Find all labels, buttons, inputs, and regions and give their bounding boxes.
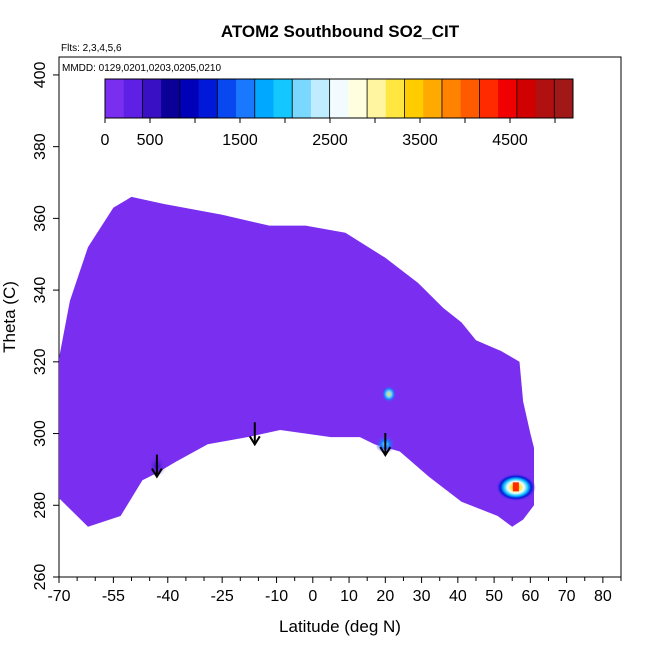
y-tick-label: 260 (32, 564, 49, 591)
marker-arrow-2 (248, 422, 261, 447)
colorbar-swatch (367, 79, 387, 118)
chart-title: ATOM2 Southbound SO2_CIT (221, 22, 460, 41)
colorbar-swatch (292, 79, 312, 118)
hotspot-3 (381, 386, 396, 403)
colorbar-swatch (441, 79, 462, 118)
colorbar-tick-label: 1500 (222, 132, 258, 149)
x-tick-label: 50 (485, 588, 503, 605)
dates-note: MMDD: 0129,0201,0203,0205,0210 (62, 63, 221, 74)
y-tick-label: 360 (32, 205, 49, 232)
x-tick-label: 30 (413, 588, 431, 605)
y-tick-label: 320 (32, 348, 49, 375)
colorbar-swatch (161, 79, 181, 118)
x-tick-label: -55 (102, 588, 125, 605)
x-tick-label: -70 (47, 588, 70, 605)
x-tick-label: -10 (265, 588, 288, 605)
colorbar-swatch (198, 79, 218, 118)
x-tick-label: 0 (308, 588, 317, 605)
colorbar-swatch (479, 79, 499, 118)
plot-frame (58, 56, 622, 578)
y-axis: 260 280 300 320 340 360 380 400 (32, 61, 59, 590)
colorbar-swatch (460, 79, 480, 118)
colorbar-swatch (179, 79, 200, 118)
data-domain (59, 196, 534, 527)
colorbar-tick-label: 3500 (402, 132, 438, 149)
colorbar-swatch (310, 79, 331, 118)
heatmap-layer (59, 196, 536, 527)
y-tick-label: 380 (32, 133, 49, 160)
x-axis-label: Latitude (deg N) (279, 617, 401, 636)
y-tick-label: 400 (32, 61, 49, 88)
x-axis: -70 -55 -40 -25 -10 0 10 20 30 40 50 60 70 80 (47, 577, 622, 605)
colorbar-tick-label: 0 (101, 132, 110, 149)
colorbar-swatch (423, 79, 443, 118)
colorbar-tick-label: 500 (137, 132, 164, 149)
flights-note: Flts: 2,3,4,5,6 (61, 43, 122, 54)
colorbar-swatch (516, 79, 537, 118)
colorbar-swatch (329, 79, 349, 118)
y-tick-label: 280 (32, 492, 49, 519)
y-tick-label: 340 (32, 277, 49, 304)
x-tick-label: 10 (340, 588, 358, 605)
x-tick-label: 40 (449, 588, 467, 605)
colorbar-tick-label: 4500 (492, 132, 528, 149)
x-tick-label: -40 (156, 588, 179, 605)
colorbar-swatch (404, 79, 424, 118)
hotspot-core (512, 482, 519, 492)
colorbar-swatch (385, 79, 406, 118)
colorbar-swatch (105, 79, 125, 118)
colorbar-swatch (554, 79, 574, 118)
x-tick-label: 60 (521, 588, 539, 605)
y-axis-label: Theta (C) (0, 281, 19, 353)
colorbar-frame (104, 78, 574, 119)
colorbar (104, 78, 574, 119)
marker-arrow-3 (379, 433, 392, 457)
colorbar-swatch (217, 79, 237, 118)
x-tick-label: -25 (211, 588, 234, 605)
y-tick-label: 300 (32, 420, 49, 447)
colorbar-swatch (348, 79, 368, 118)
colorbar-swatch (123, 79, 143, 118)
x-tick-label: 80 (594, 588, 612, 605)
marker-arrow-1 (151, 454, 163, 479)
colorbar-swatch (535, 79, 555, 118)
colorbar-swatch (273, 79, 293, 118)
colorbar-swatch (254, 79, 274, 118)
x-tick-label: 20 (376, 588, 394, 605)
arrow-layer (151, 422, 392, 479)
colorbar-tick-label: 2500 (312, 132, 348, 149)
colorbar-ticks: 0 500 1500 2500 3500 4500 (101, 118, 556, 149)
x-tick-label: 70 (558, 588, 576, 605)
colorbar-swatch (236, 79, 256, 118)
colorbar-swatch (142, 79, 162, 118)
colorbar-swatch (498, 79, 518, 118)
